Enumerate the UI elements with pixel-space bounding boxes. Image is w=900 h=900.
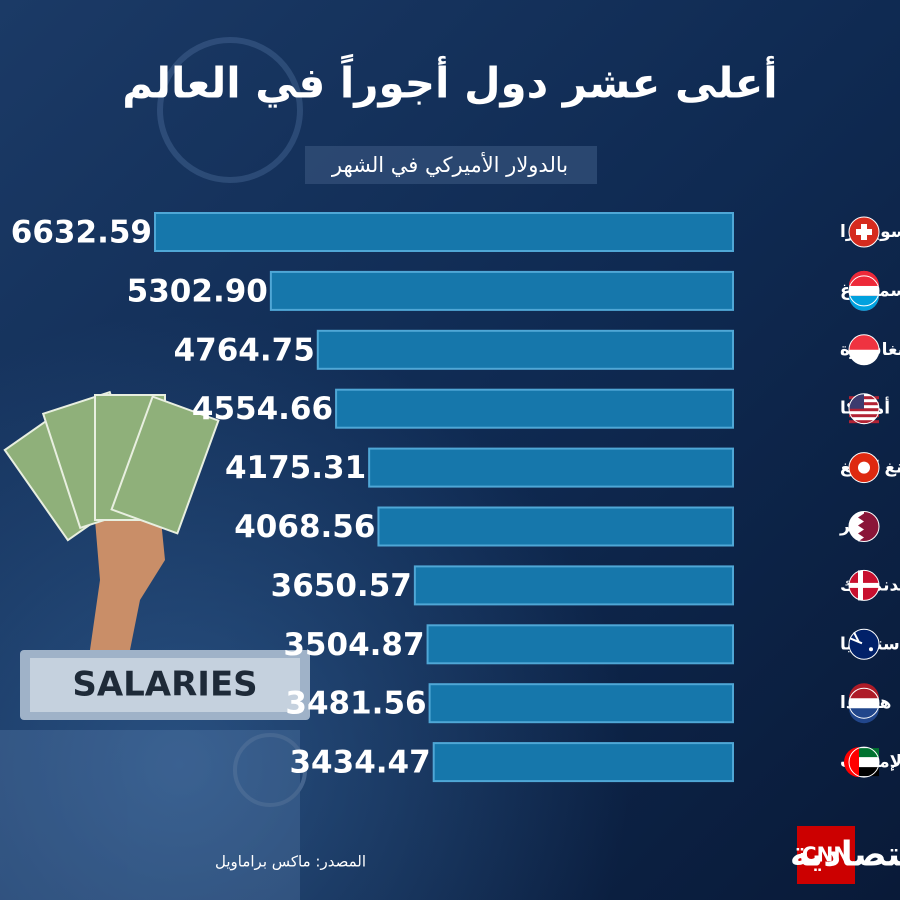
- bar: [335, 388, 734, 429]
- flag-border: [848, 275, 880, 307]
- flag-icon: [848, 393, 880, 425]
- flag-icon: [848, 569, 880, 601]
- flag: [849, 270, 879, 286]
- flag: [849, 511, 864, 542]
- flag-border: [848, 569, 880, 601]
- flag-border: [848, 687, 880, 719]
- value-label: 3504.87: [283, 627, 424, 663]
- flag-border: [848, 746, 880, 778]
- flag-border: [848, 628, 880, 660]
- flag: [849, 631, 863, 645]
- flag: [869, 647, 873, 652]
- flag-icon: [848, 511, 880, 542]
- value-label: 4764.75: [174, 332, 315, 368]
- bar: [377, 506, 734, 547]
- flag-icon: [848, 270, 880, 311]
- flag-border: [848, 452, 880, 484]
- flag: [849, 582, 879, 588]
- bar: [316, 329, 734, 370]
- value-label: 4068.56: [234, 509, 375, 545]
- bar: [432, 742, 734, 783]
- flag-border: [848, 216, 880, 248]
- flag: [861, 224, 867, 240]
- flag-border: [848, 334, 880, 366]
- flag: [858, 570, 863, 601]
- flag: [849, 708, 879, 724]
- flag: [858, 461, 870, 474]
- flag-icon: [848, 628, 880, 660]
- background-decor: [0, 37, 307, 900]
- flag-border: [848, 511, 880, 542]
- value-label: 4175.31: [225, 450, 366, 486]
- sign-text: SALARIES: [72, 665, 257, 705]
- money-hand: SALARIES: [3, 390, 310, 720]
- bar: [269, 270, 734, 311]
- cnn-text: CNN: [802, 843, 850, 867]
- cnn-logo: [797, 826, 855, 884]
- value-label: 3650.57: [271, 568, 412, 604]
- flag: [849, 334, 879, 350]
- flag: [849, 393, 864, 409]
- flag-icon: [848, 334, 880, 366]
- flag-icon: [848, 216, 880, 248]
- bar: [154, 212, 734, 252]
- flag: [849, 420, 879, 424]
- value-label: 3481.56: [285, 686, 426, 722]
- flag: [849, 414, 879, 418]
- value-label: 3434.47: [289, 745, 430, 781]
- flag-icon: [848, 452, 880, 484]
- logo-name: الاقتصادية: [790, 835, 900, 875]
- value-label: 6632.59: [11, 215, 152, 251]
- subtitle-box: [305, 146, 597, 184]
- bar: [413, 565, 734, 606]
- flag: [849, 683, 879, 699]
- source: المصدر: ماكس براماويل: [215, 853, 366, 871]
- value-label: 4554.66: [192, 391, 333, 427]
- bar: [428, 683, 734, 724]
- bar: [426, 624, 734, 665]
- chart-title: أعلى عشر دول أجوراً في العالم: [122, 53, 777, 108]
- flag-border: [848, 393, 880, 425]
- chart-subtitle: بالدولار الأميركي في الشهر: [331, 152, 568, 177]
- value-label: 5302.90: [127, 273, 268, 309]
- flag: [844, 747, 859, 778]
- flag-icon: [844, 746, 880, 778]
- bar: [368, 447, 734, 488]
- flag: [849, 295, 879, 311]
- flag: [849, 408, 879, 412]
- flag-icon: [848, 683, 880, 724]
